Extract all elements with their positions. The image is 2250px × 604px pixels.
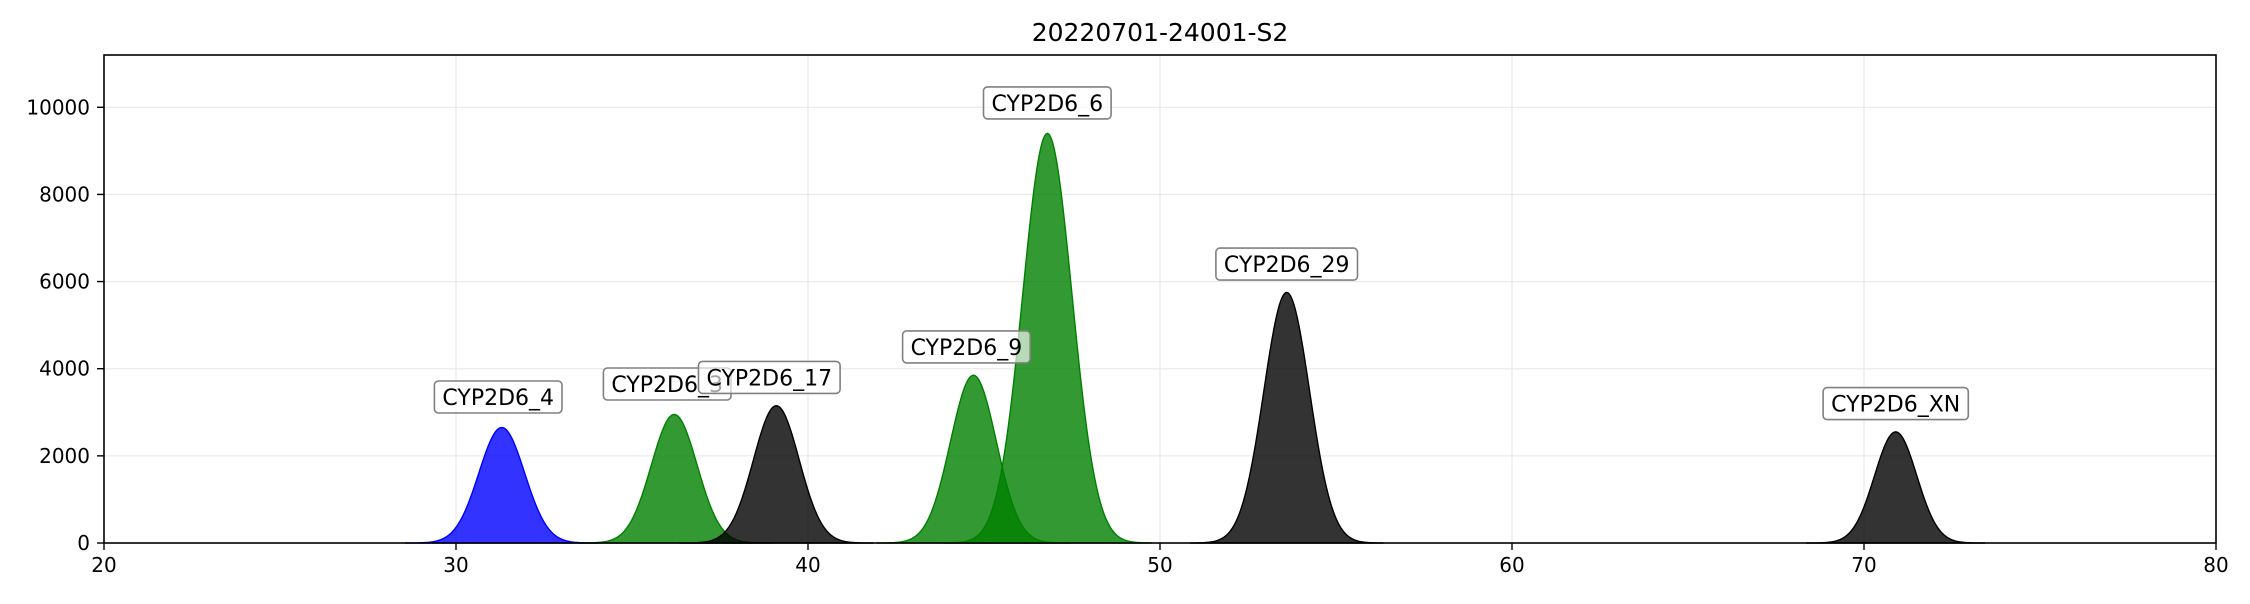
label-box [697,360,841,395]
peak-layer [404,132,1986,544]
y-tick-label: 4000 [39,357,90,381]
peak-cyp2d6-4 [404,426,599,544]
label-text: CYP2D6_29 [1224,253,1350,278]
peak-cyp2d6-6 [943,132,1152,544]
label-box [1215,247,1359,281]
label-box [901,330,1031,364]
x-tick-label: 50 [1147,553,1172,577]
x-tick-label: 40 [795,553,820,577]
peak-cyp2d6-29 [1189,291,1384,544]
peak-label-cyp2d6-29: CYP2D6_29 [1215,247,1359,281]
x-tick-label: 20 [91,553,116,577]
peak-cyp2d6-17 [679,405,874,544]
label-text: CYP2D6_17 [706,366,832,391]
axis-layer: 20 30 40 50 60 70 80 0 2000 4000 6000 8000 10000 [26,95,2228,577]
label-text: CYP2D6_XN [1831,393,1960,418]
peak-cyp2d6-xn [1806,431,1986,544]
label-box [1822,386,1970,421]
x-tick-label: 80 [2203,553,2228,577]
label-text: CYP2D6_9 [911,336,1023,361]
y-tick-label: 8000 [39,182,90,206]
label-box [982,86,1112,120]
label-text: CYP2D6_6 [992,92,1104,117]
chart-title: 20220701-24001-S2 [1032,18,1289,47]
x-tick-label: 30 [443,553,468,577]
peak-label-cyp2d6-4: CYP2D6_4 [433,380,563,414]
y-tick-label: 2000 [39,444,90,468]
label-box [433,380,563,414]
peak-label-cyp2d6-6: CYP2D6_6 [982,86,1112,120]
grid-layer [103,55,2217,544]
y-tick-label: 6000 [39,270,90,294]
x-tick-label: 60 [1499,553,1524,577]
label-text: CYP2D6_4 [442,386,554,411]
x-tick-label: 70 [1851,553,1876,577]
y-tick-label: 10000 [26,95,90,119]
peak-label-cyp2d6-17: CYP2D6_17 [697,360,841,395]
y-tick-label: 0 [77,531,90,555]
peak-label-cyp2d6-9: CYP2D6_9 [901,330,1031,364]
peak-label-cyp2d6-xn: CYP2D6_XN [1822,386,1970,421]
label-layer: CYP2D6_4CYP2D6_3CYP2D6_17CYP2D6_9CYP2D6_… [433,86,1970,421]
